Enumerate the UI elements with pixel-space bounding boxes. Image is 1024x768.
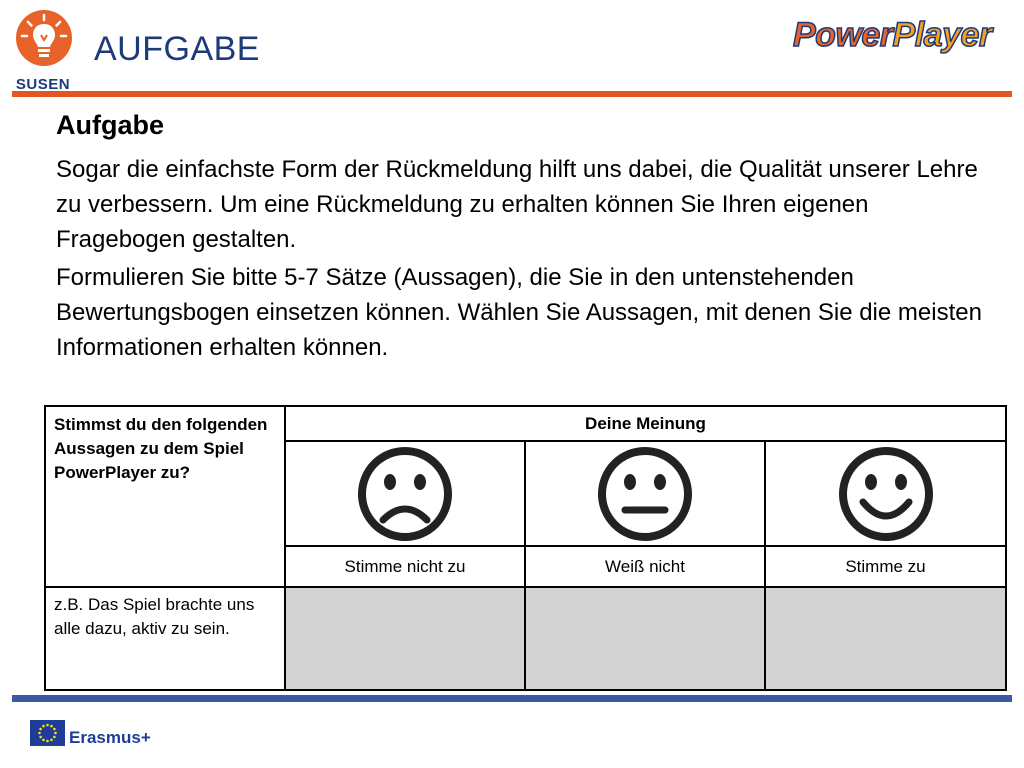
neutral-face-icon (598, 446, 692, 541)
sad-face-icon (358, 446, 452, 541)
eu-flag-icon (30, 720, 65, 746)
page-title: AUFGABE (94, 30, 260, 68)
lightbulb-icon (16, 10, 72, 66)
label-disagree: Stimme nicht zu (284, 545, 526, 588)
example-statement-cell: z.B. Das Spiel brachte uns alle dazu, ak… (44, 586, 286, 691)
susen-logo-text: SUSEN (15, 76, 71, 93)
answer-cell-disagree[interactable] (284, 586, 526, 691)
footer-divider (12, 695, 1012, 702)
opinion-header-cell: Deine Meinung (284, 405, 1007, 442)
face-cell-disagree (284, 440, 526, 547)
label-unsure: Weiß nicht (524, 545, 766, 588)
powerplayer-logo-part2: Player (892, 15, 993, 55)
face-cell-unsure (524, 440, 766, 547)
instruction-paragraph: Formulieren Sie bitte 5-7 Sätze (Aussage… (56, 264, 982, 361)
face-cell-agree (764, 440, 1007, 547)
question-header-cell: Stimmst du den folgenden Aussagen zu dem… (44, 405, 286, 588)
powerplayer-logo-part1: Power (792, 15, 894, 55)
answer-cell-agree[interactable] (764, 586, 1007, 691)
erasmus-logo-text: Erasmus+ (69, 728, 151, 747)
intro-paragraph: Sogar die einfachste Form der Rückmeldun… (56, 156, 978, 253)
happy-face-icon (838, 446, 933, 541)
header-divider (12, 91, 1012, 97)
label-agree: Stimme zu (764, 545, 1007, 588)
powerplayer-logo: PowerPlayer (792, 10, 998, 72)
section-heading: Aufgabe (56, 110, 164, 140)
susen-logo: SUSEN (12, 10, 74, 93)
feedback-table: Stimmst du den folgenden Aussagen zu dem… (44, 405, 1007, 691)
answer-cell-unsure[interactable] (524, 586, 766, 691)
